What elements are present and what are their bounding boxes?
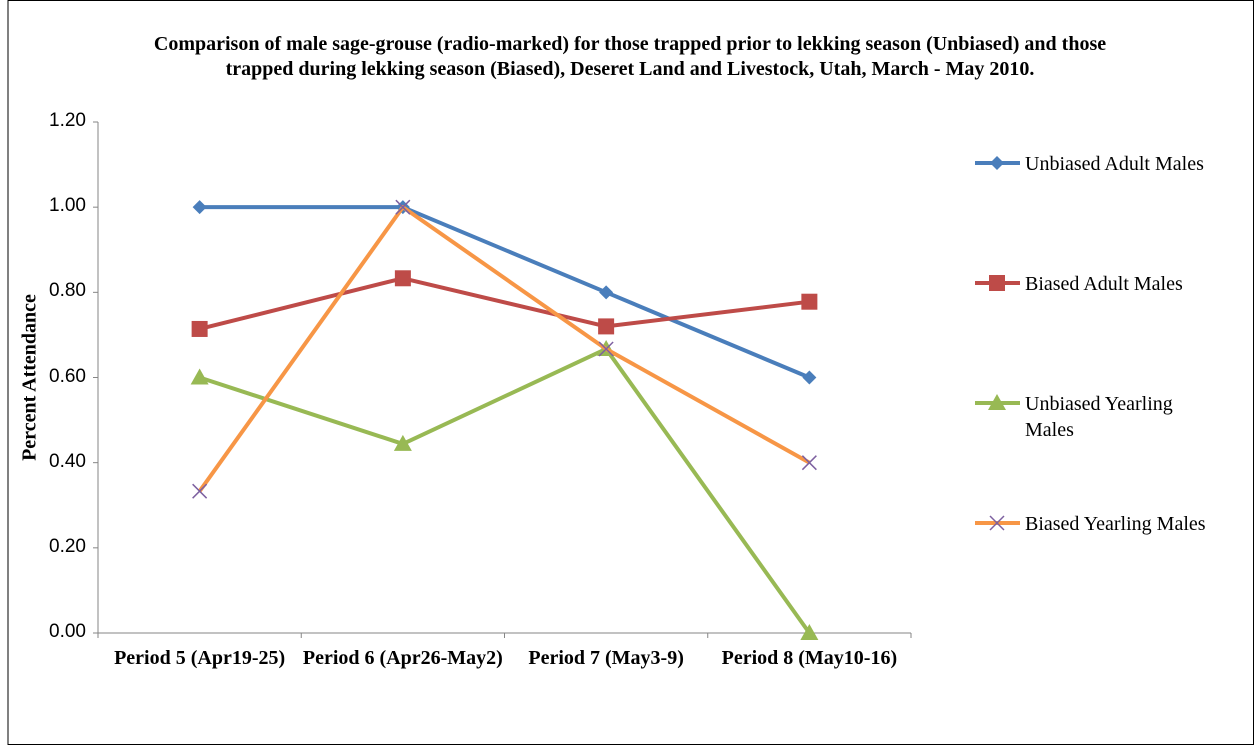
legend-label: Unbiased Yearling Males — [1025, 393, 1173, 441]
series-line — [199, 346, 812, 635]
data-point — [801, 293, 818, 310]
legend-label: Biased Yearling Males — [1025, 513, 1206, 535]
data-point — [802, 370, 817, 385]
series-line — [199, 276, 810, 331]
legend-marker — [989, 515, 1005, 531]
data-point — [801, 455, 817, 471]
data-point — [192, 200, 207, 215]
y-tick-label: 0.40 — [49, 450, 86, 472]
data-point — [395, 199, 411, 215]
data-point — [192, 483, 208, 499]
data-point — [190, 368, 209, 385]
legend-marker — [989, 275, 1005, 291]
data-point — [598, 341, 614, 357]
y-tick-label: 0.20 — [49, 535, 86, 557]
x-tick-label: Period 8 (May10-16) — [721, 647, 898, 669]
y-tick-label: 1.00 — [49, 195, 86, 217]
series-line — [197, 205, 811, 493]
x-tick-label: Period 6 (Apr26-May2) — [302, 647, 503, 669]
y-tick-label: 0.00 — [49, 621, 86, 642]
legend-marker — [988, 394, 1006, 410]
data-point — [598, 318, 615, 335]
x-tick-label: Period 5 (Apr19-25) — [114, 647, 286, 669]
legend-label: Unbiased Adult Males — [1025, 153, 1204, 175]
data-point — [393, 434, 412, 451]
data-point — [394, 270, 411, 287]
data-point — [191, 320, 208, 337]
y-tick-label: 1.20 — [49, 110, 86, 131]
legend-label: Biased Adult Males — [1025, 273, 1183, 295]
data-point — [800, 624, 819, 640]
y-tick-label: 0.80 — [49, 280, 86, 302]
x-tick-label: Period 7 (May3-9) — [528, 647, 684, 669]
series-line — [199, 205, 811, 380]
legend-marker — [990, 156, 1004, 170]
chart-title: Comparison of male sage-grouse (radio-ma… — [153, 33, 1107, 80]
data-point — [599, 285, 614, 300]
y-tick-label: 0.60 — [49, 365, 86, 387]
